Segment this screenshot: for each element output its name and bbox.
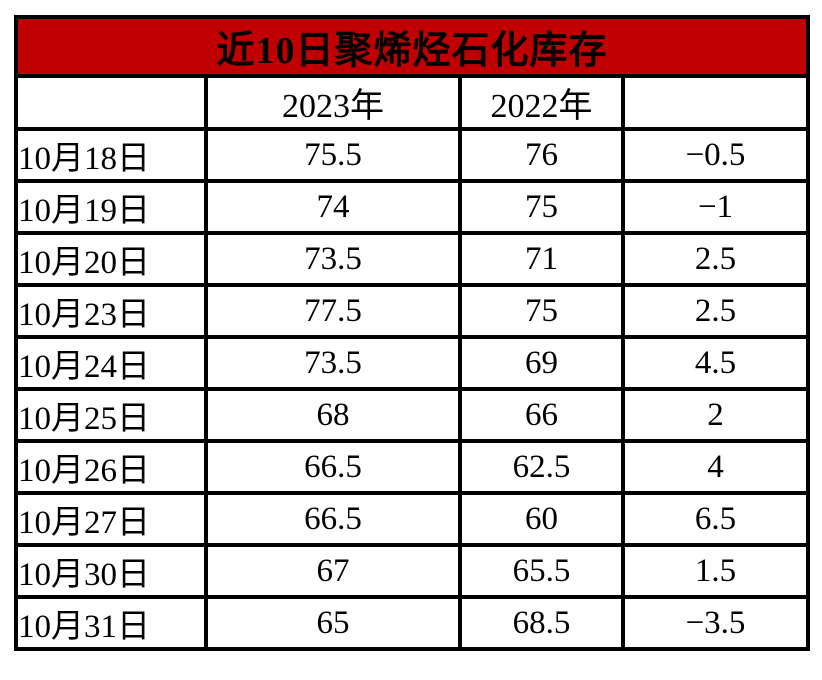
date-cell: 10月26日 (14, 439, 208, 495)
diff-cell: −0.5 (620, 127, 811, 183)
table-row: 10月25日 68 66 2 (14, 387, 811, 443)
header-2023-cell: 2023年 (204, 74, 462, 131)
diff-cell: −3.5 (620, 595, 811, 651)
table-row: 10月27日 66.5 60 6.5 (14, 491, 811, 547)
diff-cell: 2.5 (620, 283, 811, 339)
table-row: 10月23日 77.5 75 2.5 (14, 283, 811, 339)
value-2022-cell: 75 (458, 283, 625, 339)
value-2022-cell: 68.5 (458, 595, 625, 651)
value-2022-cell: 65.5 (458, 543, 625, 599)
inventory-table: 近10日聚烯烃石化库存 2023年 2022年 10月18日 75.5 76 −… (13, 15, 811, 651)
table-row: 10月24日 73.5 69 4.5 (14, 335, 811, 391)
value-2023-cell: 73.5 (204, 231, 462, 287)
table-row: 10月20日 73.5 71 2.5 (14, 231, 811, 287)
diff-cell: −1 (620, 179, 811, 235)
value-2022-cell: 69 (458, 335, 625, 391)
value-2023-cell: 67 (204, 543, 462, 599)
date-cell: 10月20日 (14, 231, 208, 287)
table-title: 近10日聚烯烃石化库存 (13, 15, 811, 78)
value-2023-cell: 75.5 (204, 127, 462, 183)
diff-cell: 4.5 (620, 335, 811, 391)
value-2023-cell: 68 (204, 387, 462, 443)
value-2023-cell: 77.5 (204, 283, 462, 339)
date-cell: 10月18日 (14, 127, 208, 183)
date-cell: 10月25日 (14, 387, 208, 443)
value-2023-cell: 73.5 (204, 335, 462, 391)
value-2023-cell: 66.5 (204, 491, 462, 547)
value-2022-cell: 62.5 (458, 439, 625, 495)
header-diff-cell (620, 74, 811, 131)
table-row: 10月31日 65 68.5 −3.5 (14, 595, 811, 651)
date-cell: 10月24日 (14, 335, 208, 391)
title-row: 近10日聚烯烃石化库存 (13, 15, 811, 78)
value-2022-cell: 60 (458, 491, 625, 547)
date-cell: 10月19日 (14, 179, 208, 235)
inventory-table-container: 近10日聚烯烃石化库存 2023年 2022年 10月18日 75.5 76 −… (13, 15, 811, 651)
date-cell: 10月23日 (14, 283, 208, 339)
value-2023-cell: 74 (204, 179, 462, 235)
header-date-cell (14, 74, 208, 131)
value-2023-cell: 65 (204, 595, 462, 651)
date-cell: 10月30日 (14, 543, 208, 599)
table-row: 10月30日 67 65.5 1.5 (14, 543, 811, 599)
value-2022-cell: 66 (458, 387, 625, 443)
table-row: 10月26日 66.5 62.5 4 (14, 439, 811, 495)
date-cell: 10月27日 (14, 491, 208, 547)
value-2022-cell: 76 (458, 127, 625, 183)
table-row: 10月19日 74 75 −1 (14, 179, 811, 235)
value-2022-cell: 75 (458, 179, 625, 235)
header-2022-cell: 2022年 (458, 74, 625, 131)
table-row: 10月18日 75.5 76 −0.5 (14, 127, 811, 183)
value-2022-cell: 71 (458, 231, 625, 287)
diff-cell: 4 (620, 439, 811, 495)
diff-cell: 1.5 (620, 543, 811, 599)
value-2023-cell: 66.5 (204, 439, 462, 495)
date-cell: 10月31日 (14, 595, 208, 651)
diff-cell: 2 (620, 387, 811, 443)
diff-cell: 2.5 (620, 231, 811, 287)
diff-cell: 6.5 (620, 491, 811, 547)
header-row: 2023年 2022年 (14, 74, 811, 131)
